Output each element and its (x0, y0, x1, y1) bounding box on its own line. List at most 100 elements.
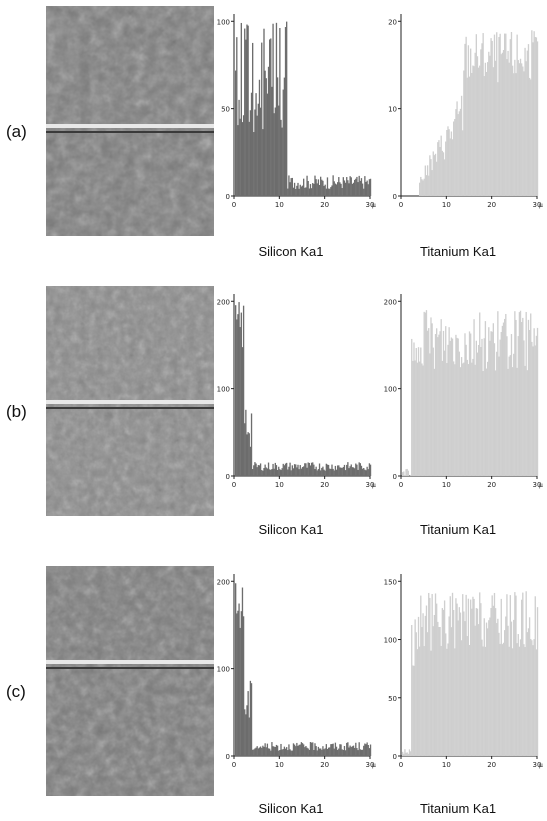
profile-bar (241, 587, 244, 756)
profile-bar (300, 468, 303, 476)
silicon-chart: 0 100 200 0 10 20 30μm (216, 566, 382, 769)
profile-bar (334, 742, 337, 756)
profile-bar (422, 180, 424, 196)
profile-bar (535, 37, 538, 197)
profile-bar (270, 38, 272, 197)
profile-bar (365, 181, 367, 196)
profile-bar (297, 182, 299, 196)
x-unit-label: μm (372, 482, 376, 489)
profile-bar (305, 746, 307, 756)
profile-bar (292, 468, 295, 476)
profile-bar (456, 101, 458, 196)
profile-bar (513, 73, 515, 196)
profile-bar (456, 603, 458, 756)
profile-bar (500, 331, 502, 476)
profile-bar (508, 62, 510, 196)
profile-bar (246, 705, 248, 756)
profile-bar (510, 32, 513, 196)
profile-bar (296, 467, 298, 476)
profile-bar (267, 462, 270, 476)
profile-bar (330, 744, 332, 756)
profile-bar (357, 182, 359, 196)
profile-bar (352, 182, 355, 196)
profile-bar (273, 468, 275, 476)
chart-caption: Titanium Ka1 (419, 244, 497, 259)
profile-bar (357, 750, 359, 756)
profile-bar (367, 469, 369, 476)
profile-bar (280, 743, 282, 756)
profile-bar (474, 364, 476, 476)
profile-bar (531, 640, 533, 756)
profile-bar (356, 748, 358, 756)
x-tick-label: 20 (320, 481, 329, 489)
profile-bar (266, 743, 269, 756)
profile-bar (295, 188, 297, 196)
sem-image (46, 286, 214, 516)
profile-bar (272, 23, 274, 197)
profile-bar (515, 595, 517, 756)
profile-bar (351, 746, 354, 756)
profile-bar (351, 183, 354, 196)
profile-bar (405, 752, 407, 756)
profile-bar (420, 176, 422, 196)
profile-bar (331, 185, 333, 196)
profile-bar (235, 70, 237, 196)
profile-bar (306, 175, 308, 196)
profile-bar (455, 598, 457, 756)
profile-bar (501, 325, 504, 476)
profile-bar (267, 66, 270, 196)
profile-bar (240, 611, 242, 756)
profile-bar (492, 323, 494, 476)
profile-bar (494, 60, 497, 196)
profile-bar (476, 608, 479, 756)
profile-bar (327, 464, 330, 476)
x-tick-label: 30 (366, 201, 375, 209)
profile-bar (333, 748, 335, 756)
profile-bar (407, 753, 409, 756)
profile-bar (316, 750, 318, 756)
profile-bar (286, 462, 288, 476)
profile-bar (286, 747, 288, 756)
profile-bar (355, 463, 357, 476)
profile-bar (340, 183, 342, 196)
profile-bar (310, 742, 313, 756)
profile-bar (359, 463, 361, 476)
profile-bar (473, 319, 475, 476)
profile-bar (356, 464, 358, 476)
profile-bar (274, 746, 276, 756)
profile-bar (489, 617, 491, 756)
profile-bar (534, 596, 536, 756)
y-tick-label: 0 (226, 193, 230, 201)
profile-bar (295, 746, 297, 756)
profile-bar (448, 327, 450, 476)
y-tick-label: 100 (384, 386, 397, 394)
panel-label: (c) (6, 682, 26, 701)
profile-bar (508, 356, 510, 476)
profile-bar (429, 155, 431, 196)
profile-bar (408, 749, 411, 756)
profile-bar (471, 362, 473, 476)
profile-bar (307, 462, 309, 476)
x-tick-label: 10 (275, 761, 284, 769)
profile-bar (315, 746, 317, 756)
profile-bar (507, 368, 509, 476)
profile-bar (420, 595, 422, 756)
profile-bar (323, 749, 325, 756)
profile-bar (465, 594, 467, 756)
profile-bar (283, 746, 286, 756)
y-tick-label: 200 (217, 578, 230, 586)
profile-bar (464, 43, 466, 196)
profile-bar (448, 129, 450, 196)
profile-bar (432, 347, 434, 476)
sem-micrograph (46, 566, 214, 796)
profile-bar (536, 41, 539, 196)
chart-caption: Silicon Ka1 (258, 801, 324, 816)
profile-bar (244, 423, 246, 476)
y-tick-label: 0 (393, 753, 397, 761)
profile-bar (449, 138, 451, 196)
profile-bar (238, 302, 240, 476)
profile-bar (312, 462, 314, 476)
profile-bar (369, 744, 372, 756)
profile-bar (287, 750, 289, 756)
profile-bar (480, 347, 482, 476)
